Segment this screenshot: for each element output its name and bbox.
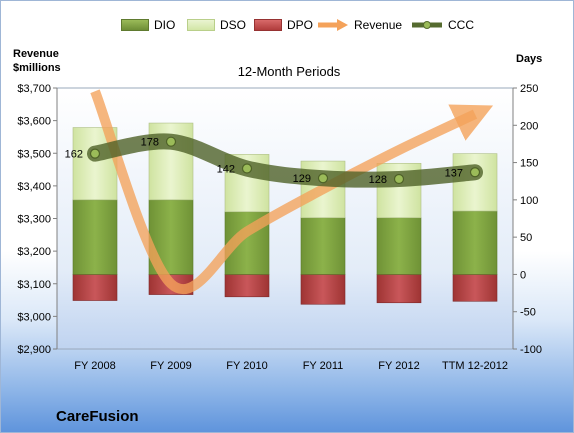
- ccc-point: [393, 173, 405, 185]
- y-tick-label-left: $2,900: [17, 344, 51, 356]
- legend-swatch-dio: [121, 19, 149, 31]
- y-tick-label-right: -50: [520, 307, 536, 319]
- ccc-data-label: 178: [141, 137, 159, 149]
- revenue-line: [90, 89, 494, 295]
- bar-dio: [376, 217, 422, 275]
- ccc-point: [165, 136, 177, 147]
- bar-dio: [300, 217, 346, 275]
- legend-line-marker-icon: [412, 21, 442, 29]
- y-tick-label-right: 200: [520, 120, 538, 132]
- x-tick-label: FY 2009: [150, 360, 191, 372]
- y-tick-label-left: $3,700: [17, 83, 51, 95]
- y-tick-label-right: 0: [520, 269, 526, 281]
- y-tick-label-left: $3,000: [17, 311, 51, 323]
- legend-swatch-dso: [187, 19, 215, 31]
- legend-label-dpo: DPO: [287, 18, 314, 32]
- ccc-data-label: 129: [293, 173, 311, 185]
- y-axis-title-left-line1: Revenue: [13, 48, 59, 60]
- bar-dso: [452, 153, 498, 212]
- bar-dpo: [452, 274, 498, 302]
- y-tick-label-right: 250: [520, 83, 538, 95]
- legend-label-ccc: CCC: [448, 18, 474, 32]
- ccc-point: [469, 167, 481, 178]
- y-tick-label-left: $3,200: [17, 246, 51, 258]
- ccc-point: [241, 163, 253, 174]
- y-tick-label-right: -100: [520, 344, 542, 356]
- chart-title: 12-Month Periods: [237, 64, 341, 79]
- y-tick-label-right: 100: [520, 195, 538, 207]
- legend-item-revenue: Revenue: [317, 16, 402, 34]
- ccc-data-label: 128: [369, 174, 387, 186]
- y-axis-title-left-line2: $millions: [13, 62, 61, 74]
- company-name: CareFusion: [56, 408, 139, 425]
- y-tick-label-left: $3,400: [17, 181, 51, 193]
- ccc-data-label: 137: [445, 167, 463, 179]
- ccc-point: [89, 148, 101, 159]
- bar-dio: [72, 199, 118, 275]
- legend-item-dso: DSO: [187, 16, 246, 34]
- ccc-data-label: 142: [217, 164, 235, 176]
- x-tick-label: FY 2011: [303, 360, 344, 372]
- y-tick-label-right: 50: [520, 232, 532, 244]
- legend-item-dpo: DPO: [254, 16, 313, 34]
- chart-legend: DIO DSO DPO Revenue CCC: [1, 16, 573, 34]
- y-tick-label-left: $3,100: [17, 279, 51, 291]
- ccc-point: [317, 173, 329, 184]
- legend-swatch-dpo: [254, 19, 282, 31]
- y-tick-label-left: $3,500: [17, 148, 51, 160]
- legend-arrow-icon: [318, 19, 348, 31]
- y-axis-title-left: Revenue $millions: [13, 47, 61, 75]
- legend-label-dio: DIO: [154, 18, 176, 32]
- legend-label-revenue: Revenue: [354, 18, 403, 32]
- x-tick-label: FY 2010: [226, 360, 267, 372]
- x-tick-label: FY 2012: [378, 360, 419, 372]
- bar-dpo: [224, 274, 270, 298]
- ccc-data-label: 162: [65, 149, 83, 161]
- bar-dpo: [300, 274, 346, 305]
- bar-dio: [452, 210, 498, 275]
- bar-dpo: [376, 274, 422, 304]
- legend-label-dso: DSO: [220, 18, 247, 32]
- legend-item-ccc: CCC: [411, 16, 474, 34]
- x-tick-label: FY 2008: [74, 360, 115, 372]
- x-tick-label: TTM 12-2012: [442, 360, 508, 372]
- y-tick-label-left: $3,600: [17, 116, 51, 128]
- ccc-line: [87, 133, 483, 188]
- bar-dpo: [72, 274, 118, 301]
- legend-item-dio: DIO: [121, 16, 175, 34]
- y-tick-label-left: $3,300: [17, 214, 51, 226]
- y-axis-title-right: Days: [516, 53, 543, 65]
- y-tick-label-right: 150: [520, 158, 538, 170]
